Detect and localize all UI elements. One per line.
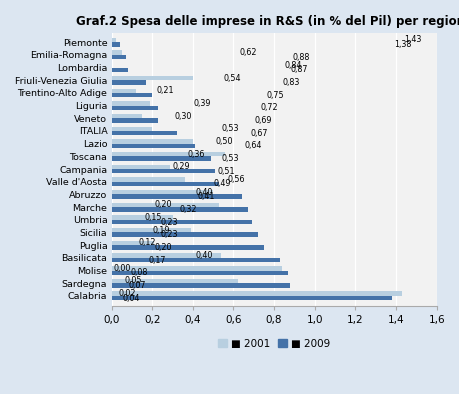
Bar — [111, 101, 150, 106]
Bar — [111, 271, 288, 275]
Bar — [111, 216, 172, 220]
Text: 0,04: 0,04 — [122, 294, 139, 303]
Text: 0,19: 0,19 — [152, 226, 170, 235]
Text: 0,72: 0,72 — [260, 103, 277, 112]
Bar — [111, 152, 225, 156]
Bar — [111, 169, 215, 173]
Text: 0,32: 0,32 — [179, 205, 196, 214]
Text: 0,51: 0,51 — [217, 167, 235, 176]
Bar — [111, 93, 152, 97]
Bar — [111, 144, 195, 148]
Text: 0,36: 0,36 — [187, 150, 204, 159]
Bar — [111, 279, 237, 283]
Text: 0,62: 0,62 — [240, 48, 257, 57]
Bar — [111, 228, 190, 232]
Text: 0,40: 0,40 — [195, 251, 212, 260]
Text: 0,12: 0,12 — [138, 238, 156, 247]
Text: 0,64: 0,64 — [244, 141, 261, 151]
Bar — [111, 266, 282, 271]
Bar — [111, 126, 152, 131]
Bar — [111, 89, 135, 93]
Text: 0,41: 0,41 — [197, 192, 214, 201]
Bar — [111, 283, 290, 288]
Bar — [111, 296, 391, 300]
Bar — [111, 118, 158, 123]
Text: 0,15: 0,15 — [144, 213, 162, 222]
Bar — [111, 80, 146, 85]
Bar — [111, 220, 251, 224]
Text: 0,84: 0,84 — [284, 61, 302, 70]
Bar — [111, 232, 257, 237]
Text: 0,67: 0,67 — [250, 129, 267, 138]
Text: 0,53: 0,53 — [221, 124, 239, 133]
Bar — [111, 114, 142, 118]
Bar — [111, 253, 221, 258]
Bar — [111, 203, 219, 207]
Text: 0,50: 0,50 — [215, 137, 233, 146]
Text: 0,83: 0,83 — [282, 78, 299, 87]
Bar — [111, 55, 125, 59]
Bar — [111, 68, 128, 72]
Text: 0,00: 0,00 — [114, 264, 131, 273]
Bar — [111, 38, 115, 42]
Text: 0,02: 0,02 — [118, 289, 135, 298]
Bar — [111, 76, 192, 80]
Text: 0,54: 0,54 — [223, 74, 241, 83]
Text: 0,23: 0,23 — [160, 230, 178, 239]
Bar — [111, 177, 185, 182]
Bar — [111, 156, 211, 161]
Text: 0,07: 0,07 — [128, 281, 146, 290]
Text: 0,23: 0,23 — [160, 217, 178, 227]
Bar — [111, 131, 176, 136]
Text: 0,21: 0,21 — [157, 86, 174, 95]
Text: 0,08: 0,08 — [130, 268, 147, 277]
Text: 1,43: 1,43 — [404, 35, 421, 45]
Text: 0,56: 0,56 — [227, 175, 245, 184]
Text: 0,20: 0,20 — [154, 201, 172, 209]
Bar — [111, 241, 154, 245]
Text: 0,29: 0,29 — [173, 162, 190, 171]
Text: 0,69: 0,69 — [254, 116, 271, 125]
Bar — [111, 42, 119, 46]
Text: 0,75: 0,75 — [266, 91, 283, 100]
Bar — [111, 292, 401, 296]
Bar — [111, 50, 122, 55]
Bar — [111, 190, 213, 194]
Title: Graf.2 Spesa delle imprese in R&S (in % del Pil) per regione: Graf.2 Spesa delle imprese in R&S (in % … — [75, 15, 459, 28]
Bar — [111, 139, 192, 144]
Text: 0,20: 0,20 — [154, 243, 172, 252]
Text: 0,05: 0,05 — [124, 277, 141, 286]
Text: 0,49: 0,49 — [213, 179, 230, 188]
Bar — [111, 207, 247, 212]
Text: 0,39: 0,39 — [193, 99, 210, 108]
Text: 1,38: 1,38 — [393, 40, 411, 49]
Bar — [111, 106, 158, 110]
Legend: ■ 2001, ■ 2009: ■ 2001, ■ 2009 — [213, 335, 334, 353]
Text: 0,30: 0,30 — [174, 112, 192, 121]
Bar — [111, 258, 280, 262]
Bar — [111, 165, 170, 169]
Bar — [111, 245, 263, 249]
Text: 0,40: 0,40 — [195, 188, 212, 197]
Text: 0,17: 0,17 — [148, 256, 166, 264]
Text: 0,88: 0,88 — [292, 53, 309, 61]
Text: 0,53: 0,53 — [221, 154, 239, 163]
Text: 0,87: 0,87 — [290, 65, 308, 74]
Bar — [111, 194, 241, 199]
Bar — [111, 182, 219, 186]
